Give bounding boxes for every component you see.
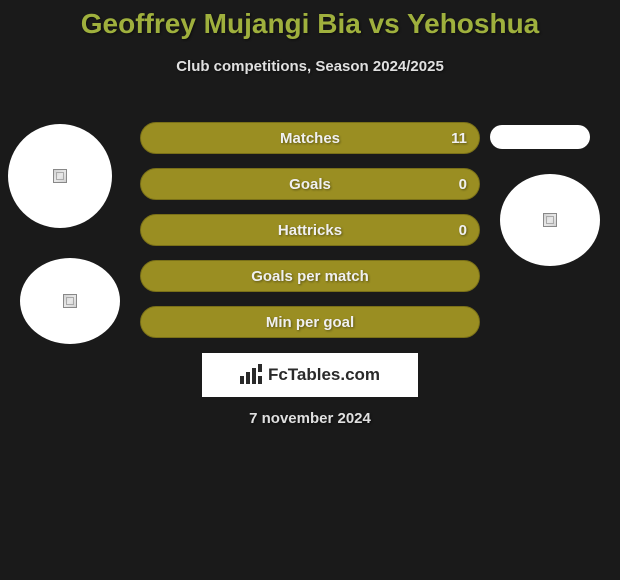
logo-text: FcTables.com: [268, 365, 380, 385]
logo-box: FcTables.com: [202, 353, 418, 397]
footer-date: 7 november 2024: [0, 410, 620, 427]
stats-container: Matches 11 Goals 0 Hattricks 0 Goals per…: [140, 122, 480, 352]
stat-row-goals-per-match: Goals per match: [140, 260, 480, 292]
stat-label: Goals per match: [251, 268, 369, 285]
stat-label: Matches: [280, 130, 340, 147]
player-avatar-left-2: [20, 258, 120, 344]
stat-row-min-per-goal: Min per goal: [140, 306, 480, 338]
player-avatar-right-1: [490, 125, 590, 149]
page-subtitle: Club competitions, Season 2024/2025: [0, 58, 620, 75]
stat-value: 11: [451, 130, 467, 147]
stat-row-goals: Goals 0: [140, 168, 480, 200]
image-placeholder-icon: [543, 213, 557, 227]
bar-chart-icon: [240, 366, 264, 384]
stat-label: Goals: [289, 176, 331, 193]
page-title: Geoffrey Mujangi Bia vs Yehoshua: [0, 0, 620, 40]
stat-value: 0: [459, 222, 467, 239]
stat-label: Hattricks: [278, 222, 342, 239]
player-avatar-left-1: [8, 124, 112, 228]
stat-label: Min per goal: [266, 314, 354, 331]
stat-value: 0: [459, 176, 467, 193]
image-placeholder-icon: [63, 294, 77, 308]
image-placeholder-icon: [53, 169, 67, 183]
player-avatar-right-2: [500, 174, 600, 266]
stat-row-matches: Matches 11: [140, 122, 480, 154]
stat-row-hattricks: Hattricks 0: [140, 214, 480, 246]
